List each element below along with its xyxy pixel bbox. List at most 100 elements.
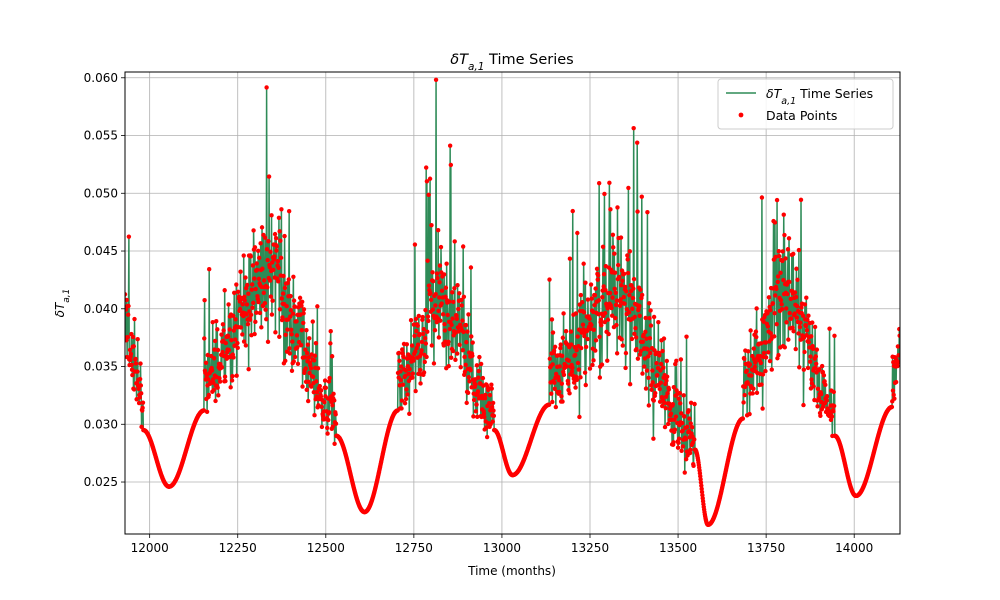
data-point: [806, 313, 811, 318]
data-point: [787, 279, 792, 285]
data-point: [563, 328, 569, 334]
data-point: [269, 312, 275, 317]
data-point: [647, 335, 653, 341]
data-point: [455, 283, 460, 288]
data-point: [433, 303, 438, 308]
data-point: [580, 322, 586, 327]
data-point: [610, 232, 616, 238]
data-point: [217, 376, 222, 381]
plot-area: [125, 77, 900, 527]
data-point: [413, 388, 418, 394]
data-point: [315, 366, 321, 371]
data-point: [280, 315, 285, 320]
data-point: [319, 404, 324, 410]
data-point: [285, 280, 290, 286]
data-point: [827, 326, 832, 331]
data-point: [429, 223, 434, 228]
data-point: [763, 355, 769, 360]
data-point: [776, 249, 782, 254]
data-point: [419, 348, 424, 353]
data-point: [254, 261, 259, 266]
data-point: [135, 336, 140, 342]
data-point: [810, 346, 816, 351]
data-point: [684, 334, 689, 339]
data-point: [782, 232, 787, 238]
data-point: [785, 291, 790, 297]
data-point: [773, 293, 778, 298]
data-point: [602, 191, 607, 197]
data-point: [813, 354, 819, 359]
data-point: [651, 398, 656, 403]
data-point: [775, 279, 780, 285]
data-point: [305, 342, 311, 347]
data-point: [618, 297, 623, 302]
data-point: [614, 351, 620, 356]
data-point: [776, 352, 781, 358]
data-point: [760, 372, 766, 377]
data-point: [131, 344, 137, 349]
data-point: [677, 401, 683, 406]
data-point: [776, 253, 782, 259]
data-point: [658, 368, 663, 373]
data-point: [417, 331, 422, 337]
data-point: [313, 341, 319, 346]
data-point: [578, 292, 584, 298]
data-point: [692, 437, 697, 442]
data-point: [402, 401, 408, 406]
data-point: [419, 339, 425, 345]
data-point: [230, 313, 236, 319]
data-point: [414, 328, 419, 334]
data-point: [330, 403, 335, 408]
data-point: [815, 386, 821, 392]
data-point: [814, 347, 820, 352]
data-point: [291, 274, 296, 279]
x-tick-label: 14000: [835, 541, 873, 555]
data-point: [471, 414, 476, 419]
data-point: [136, 400, 142, 406]
data-point: [406, 371, 411, 377]
data-point: [128, 357, 133, 363]
data-point: [436, 308, 441, 314]
data-point: [627, 249, 633, 254]
x-axis-label: Time (months): [467, 564, 556, 578]
data-point: [301, 311, 306, 316]
data-point: [801, 402, 806, 408]
data-point: [398, 369, 403, 374]
data-point: [620, 343, 625, 348]
data-point: [212, 347, 217, 352]
data-point: [305, 398, 311, 404]
data-point: [431, 279, 436, 284]
data-point: [231, 355, 236, 360]
data-point: [312, 413, 317, 418]
data-point: [557, 364, 562, 369]
data-point: [645, 354, 651, 359]
data-point: [426, 283, 432, 288]
data-point: [252, 276, 257, 281]
data-point: [243, 275, 248, 280]
data-point: [681, 393, 686, 398]
data-point: [768, 331, 773, 336]
data-point: [250, 305, 255, 310]
data-point: [800, 313, 806, 319]
data-point: [308, 366, 314, 371]
data-point: [269, 213, 274, 218]
data-point: [566, 358, 572, 363]
data-point: [768, 307, 773, 313]
data-point: [264, 85, 269, 90]
data-point: [570, 208, 575, 214]
data-point: [215, 347, 221, 353]
data-point: [464, 400, 469, 406]
data-point: [287, 346, 292, 351]
data-point: [268, 249, 273, 255]
data-point: [253, 286, 258, 292]
data-point: [546, 402, 552, 407]
data-point: [466, 375, 472, 380]
data-point: [633, 325, 638, 331]
data-point: [487, 392, 493, 398]
data-point: [446, 363, 451, 369]
data-point: [326, 417, 331, 423]
data-point: [205, 377, 211, 382]
data-point: [685, 424, 690, 430]
data-point: [602, 319, 607, 325]
data-point: [807, 359, 813, 364]
